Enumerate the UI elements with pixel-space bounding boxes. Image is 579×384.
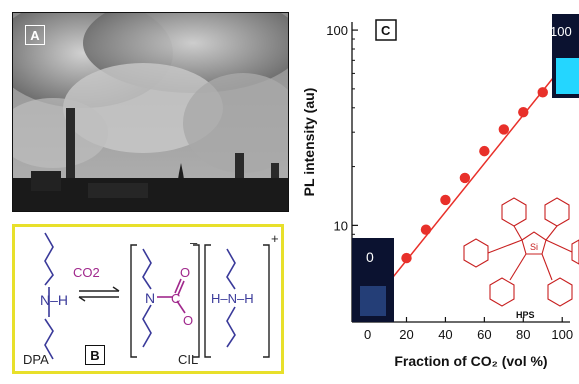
data-point [401, 252, 412, 264]
smokestack-image [13, 13, 288, 211]
inset-high-glow [556, 58, 579, 94]
data-point [518, 106, 529, 118]
x-tick-label-20: 20 [399, 327, 413, 342]
reaction-scheme-svg: N–H N O O C H–N–H [40, 232, 270, 360]
hps-label: HPS [516, 310, 535, 320]
panel-b-label: B [85, 345, 105, 365]
data-point [498, 124, 510, 135]
panel-c-label-box [375, 19, 397, 41]
x-tick-label-0: 0 [364, 327, 371, 342]
dpa-nh-text: N–H [40, 292, 68, 308]
data-point [420, 224, 432, 235]
anion-charge: – [190, 235, 198, 250]
inset-low-label: 0 [366, 249, 374, 265]
carbamate-o-bottom: O [183, 313, 193, 328]
x-tick-label-100: 100 [551, 327, 573, 342]
data-point [537, 87, 548, 98]
inset-low-vial [360, 286, 386, 316]
panel-a-label: A [25, 25, 45, 45]
panel-c-label: C [381, 23, 391, 38]
data-point [479, 145, 490, 157]
reagent-co2: CO2 [73, 265, 100, 280]
dpa-label: DPA [23, 352, 49, 367]
pl-intensity-chart: 0 20 40 60 80 100 10 100 Fraction of CO₂ (vol %)… [290, 0, 579, 379]
hps-si-atom: Si [530, 242, 538, 252]
data-point [459, 172, 471, 184]
carbamate-o-top: O [180, 265, 190, 280]
y-tick-label-100: 100 [326, 23, 348, 38]
chart-svg: 0 20 40 60 80 100 10 100 Fraction of CO₂ (vol %)… [301, 14, 579, 369]
y-tick-label-10: 10 [334, 218, 348, 233]
carbamate-c: C [171, 291, 180, 306]
cation-charge: + [271, 231, 279, 246]
x-tick-label-60: 60 [477, 327, 491, 342]
x-tick-label-80: 80 [516, 327, 530, 342]
smokestack-photo: A [12, 12, 289, 212]
cil-label: CIL [178, 352, 199, 367]
reaction-scheme-panel: N–H N O O C H–N–H CO2 – + DPA B CIL [12, 224, 284, 374]
x-axis-label: Fraction of CO₂ (vol %) [394, 353, 547, 369]
x-tick-label-40: 40 [438, 327, 452, 342]
hps-molecule [463, 197, 579, 307]
y-axis-label: PL intensity (au) [301, 88, 317, 197]
anion-n-text: N [145, 290, 155, 306]
cation-nh2-text: H–N–H [211, 291, 254, 306]
inset-high-label: 100 [550, 24, 572, 39]
data-point [440, 194, 451, 206]
